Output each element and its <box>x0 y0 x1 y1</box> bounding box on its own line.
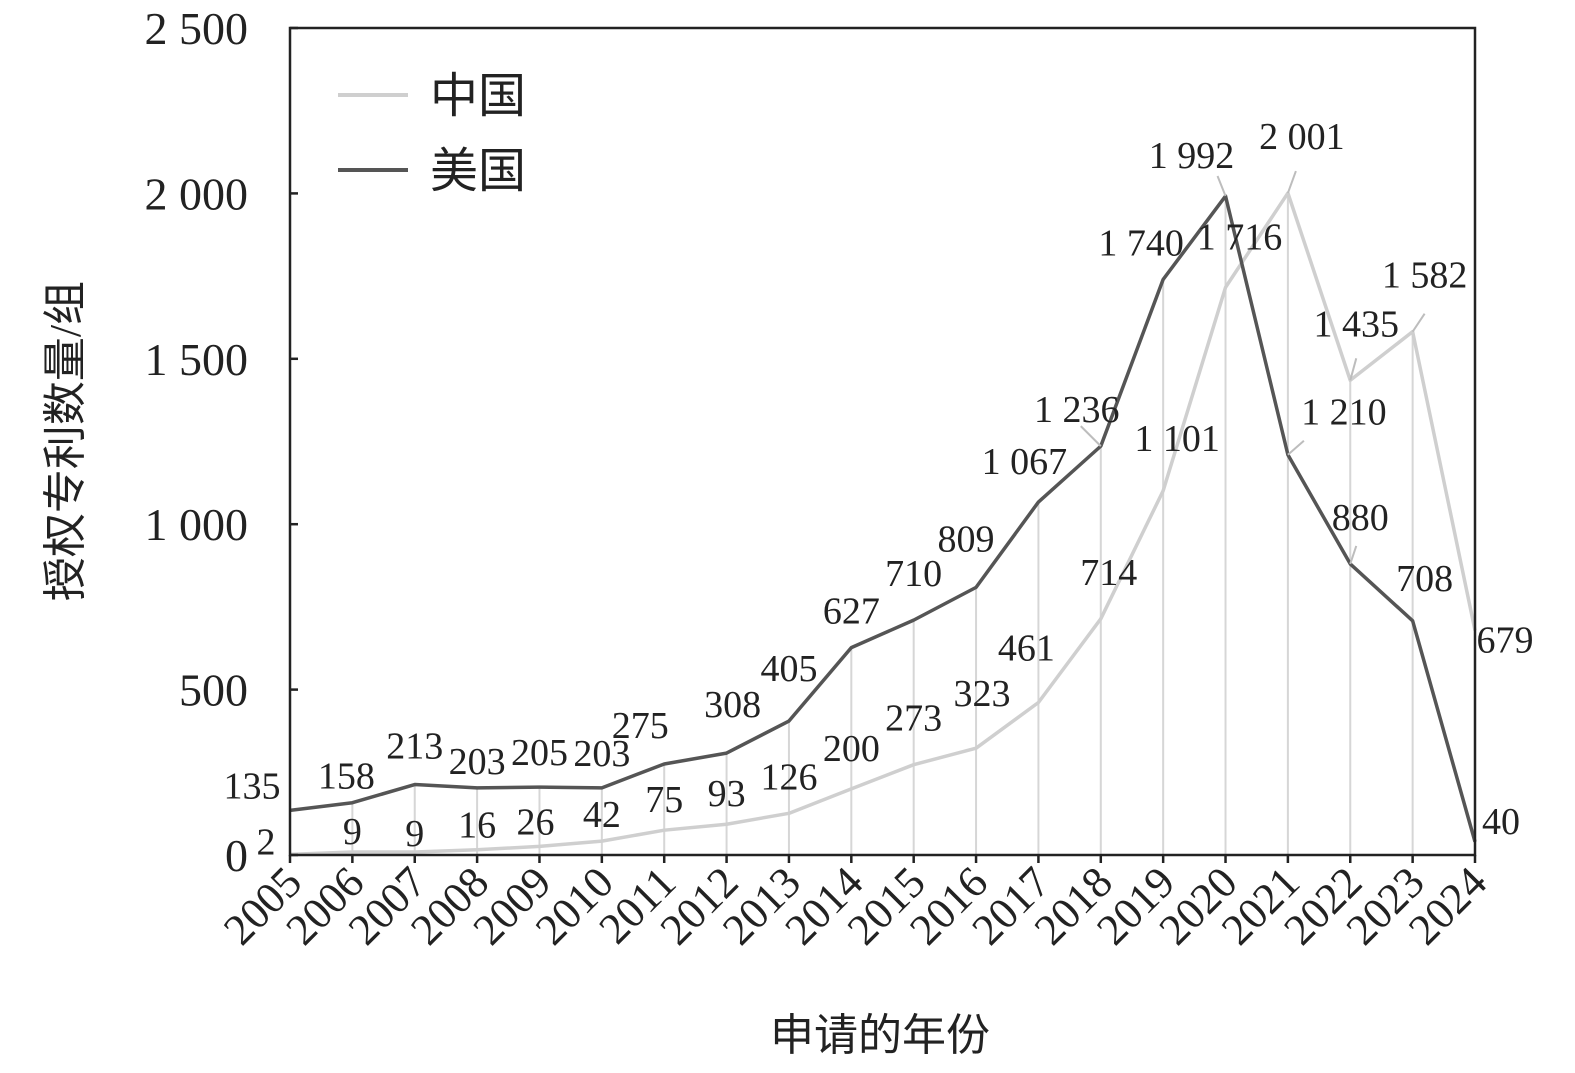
data-label: 308 <box>704 684 761 726</box>
data-label: 710 <box>885 553 942 595</box>
plot-frame <box>288 26 1477 857</box>
data-label: 203 <box>449 741 506 783</box>
label-leader-lines <box>1080 170 1426 565</box>
data-label: 1 992 <box>1149 135 1235 177</box>
data-label: 1 067 <box>982 441 1068 483</box>
y-tick-label: 2 500 <box>145 3 249 54</box>
data-label: 714 <box>1080 552 1137 594</box>
data-label: 75 <box>645 779 683 821</box>
data-label: 1 101 <box>1134 418 1220 460</box>
data-label: 880 <box>1332 497 1389 539</box>
legend-label: 中国 <box>430 70 526 123</box>
label-leader-line <box>1286 170 1297 194</box>
data-label: 135 <box>224 765 281 807</box>
data-label: 708 <box>1396 558 1453 600</box>
data-label: 205 <box>511 732 568 774</box>
label-leader-line <box>1080 425 1102 447</box>
data-label: 405 <box>760 648 817 690</box>
data-label: 461 <box>998 628 1055 670</box>
y-tick-label: 0 <box>225 830 248 881</box>
data-label: 679 <box>1477 619 1534 661</box>
data-label: 93 <box>708 773 746 815</box>
label-leader-line <box>1349 545 1358 565</box>
x-axis-title: 申请的年份 <box>770 1011 990 1060</box>
y-tick-label: 500 <box>179 665 248 716</box>
x-tick-label: 2024 <box>1399 857 1496 954</box>
data-label: 273 <box>885 698 942 740</box>
drop-lines <box>289 193 1476 855</box>
data-label: 2 001 <box>1259 116 1345 158</box>
legend-label: 美国 <box>430 145 526 198</box>
data-label: 275 <box>612 705 669 747</box>
data-label: 9 <box>343 811 362 853</box>
data-label: 2 <box>257 821 276 863</box>
data-label: 126 <box>760 756 817 798</box>
data-label: 809 <box>938 518 995 560</box>
data-label: 213 <box>386 726 443 768</box>
data-label: 1 740 <box>1098 222 1184 264</box>
data-label: 16 <box>458 805 496 847</box>
label-leader-line <box>1216 175 1227 197</box>
label-leader-line <box>1287 439 1305 456</box>
label-leader-line <box>1411 313 1426 333</box>
data-label: 323 <box>954 673 1011 715</box>
data-label: 40 <box>1482 801 1520 843</box>
series-line-0 <box>289 191 1477 857</box>
data-label: 1 582 <box>1382 255 1468 297</box>
y-axis-ticks: 0 500 1 000 1 500 2 000 2 500 <box>145 3 298 881</box>
y-tick-label: 1 500 <box>145 334 249 385</box>
data-label: 1 716 <box>1197 216 1283 258</box>
data-label: 203 <box>573 733 630 775</box>
data-label: 200 <box>823 728 880 770</box>
series-line-1 <box>289 194 1477 843</box>
data-label: 42 <box>583 794 621 836</box>
x-axis-ticks: 2005200620072008200920102011201220132014… <box>214 855 1496 954</box>
data-label: 627 <box>823 591 880 633</box>
y-axis-title: 授权专利数量/组 <box>41 281 90 601</box>
data-label: 1 236 <box>1034 389 1120 431</box>
y-tick-label: 1 000 <box>145 499 249 550</box>
data-label: 158 <box>318 756 375 798</box>
data-label: 1 435 <box>1314 303 1400 345</box>
y-tick-label: 2 000 <box>145 168 249 219</box>
data-label: 1 210 <box>1301 392 1387 434</box>
data-label: 9 <box>405 813 424 855</box>
data-label: 26 <box>516 801 554 843</box>
series-lines <box>289 191 1477 857</box>
label-leader-line <box>1349 358 1358 381</box>
